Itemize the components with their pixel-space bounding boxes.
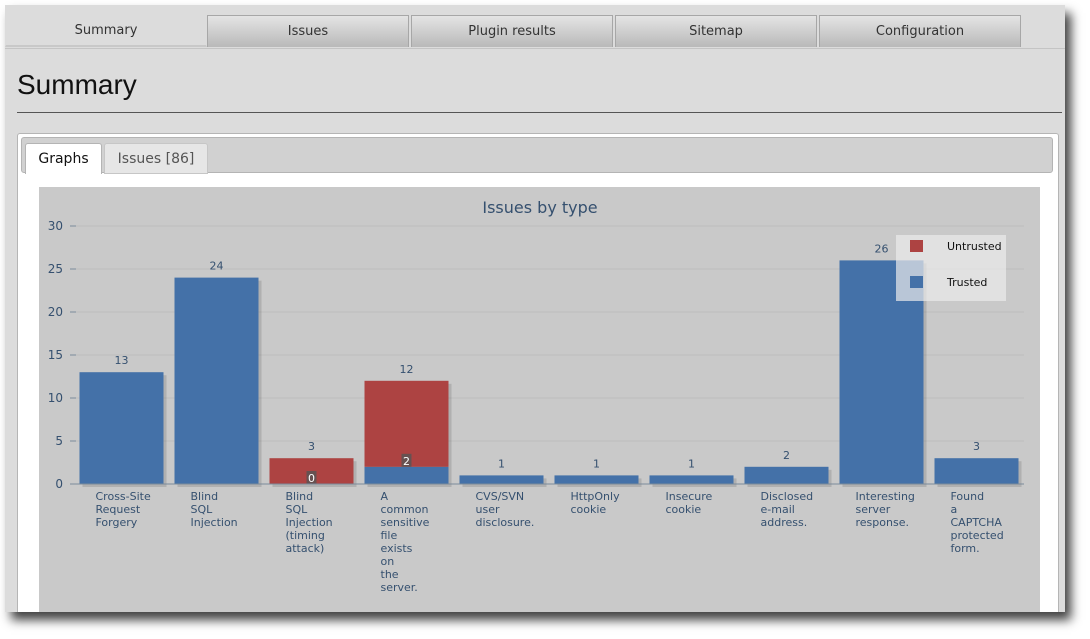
x-tick-label: CVS/SVN bbox=[476, 490, 525, 503]
x-tick-label: file bbox=[381, 529, 398, 542]
y-tick-label: 0 bbox=[55, 477, 63, 491]
legend-label-untrusted: Untrusted bbox=[947, 239, 1002, 253]
tab-issues[interactable]: Issues bbox=[207, 15, 409, 47]
x-tick-label: Blind bbox=[191, 490, 219, 503]
x-tick-label: user bbox=[476, 503, 500, 516]
x-tick-label: SQL bbox=[191, 503, 214, 516]
main-tab-bar: Summary Issues Plugin results Sitemap Co… bbox=[5, 5, 1065, 49]
x-tick-label: sensitive bbox=[381, 516, 430, 529]
x-tick-label: Blind bbox=[286, 490, 314, 503]
y-tick-label: 5 bbox=[55, 434, 63, 448]
legend-swatch-trusted bbox=[910, 276, 923, 288]
x-tick-label: e-mail bbox=[761, 503, 795, 516]
x-tick-label: A bbox=[381, 490, 389, 503]
x-tick-label: response. bbox=[856, 516, 909, 529]
x-tick-label: cookie bbox=[571, 503, 607, 516]
bar-total-label: 1 bbox=[688, 457, 695, 470]
chart-title: Issues by type bbox=[482, 198, 597, 217]
x-tick-label: attack) bbox=[286, 542, 325, 555]
bar-trusted bbox=[649, 475, 734, 484]
chart-svg: Issues by type05101520253013Cross-SiteRe… bbox=[48, 198, 1024, 594]
y-tick-label: 20 bbox=[48, 305, 63, 319]
title-divider bbox=[17, 112, 1062, 113]
bar-total-label: 3 bbox=[308, 440, 315, 453]
x-tick-label: (timing bbox=[286, 529, 325, 542]
y-tick-label: 25 bbox=[48, 262, 63, 276]
bar-total-label: 13 bbox=[115, 354, 129, 367]
x-tick-label: HttpOnly bbox=[571, 490, 621, 503]
bar-total-label: 3 bbox=[973, 440, 980, 453]
x-tick-label: protected bbox=[951, 529, 1004, 542]
y-tick-label: 10 bbox=[48, 391, 63, 405]
bar-total-label: 1 bbox=[593, 457, 600, 470]
x-tick-label: Forgery bbox=[96, 516, 138, 529]
bar-total-label: 24 bbox=[210, 260, 224, 273]
x-tick-label: exists bbox=[381, 542, 413, 555]
chart-legend: Untrusted Trusted bbox=[896, 235, 1006, 301]
x-tick-label: Disclosed bbox=[761, 490, 814, 503]
bar-trusted bbox=[364, 466, 449, 484]
bar-total-label: 2 bbox=[783, 449, 790, 462]
x-tick-label: server bbox=[856, 503, 891, 516]
x-tick-label: form. bbox=[951, 542, 980, 555]
x-tick-label: Interesting bbox=[856, 490, 915, 503]
bar-untrusted bbox=[364, 380, 449, 467]
y-tick-label: 15 bbox=[48, 348, 63, 362]
app-frame: Summary Issues Plugin results Sitemap Co… bbox=[5, 5, 1065, 612]
x-tick-label: common bbox=[381, 503, 429, 516]
inner-label-bg bbox=[306, 471, 317, 484]
bar-trusted bbox=[744, 466, 829, 484]
legend-label-trusted: Trusted bbox=[947, 275, 988, 289]
y-tick-label: 30 bbox=[48, 219, 63, 233]
x-tick-label: Found bbox=[951, 490, 985, 503]
bar-trusted bbox=[554, 475, 639, 484]
tab-summary[interactable]: Summary bbox=[5, 15, 207, 47]
bar-total-label: 26 bbox=[875, 242, 889, 255]
bar-total-label: 1 bbox=[498, 457, 505, 470]
x-tick-label: Request bbox=[96, 503, 141, 516]
bar-total-label: 12 bbox=[400, 363, 414, 376]
tab-configuration[interactable]: Configuration bbox=[819, 15, 1021, 47]
x-tick-label: on bbox=[381, 555, 395, 568]
bar-inner-label: 0 bbox=[308, 472, 315, 485]
summary-panel: Graphs Issues [86] Issues by type 0 5 10 15 2… bbox=[17, 133, 1059, 612]
bar-trusted bbox=[174, 277, 259, 484]
x-tick-label: SQL bbox=[286, 503, 309, 516]
legend-swatch-untrusted bbox=[910, 240, 923, 252]
x-tick-label: address. bbox=[761, 516, 808, 529]
x-tick-label: CAPTCHA bbox=[951, 516, 1003, 529]
tab-plugin-results[interactable]: Plugin results bbox=[411, 15, 613, 47]
x-tick-label: cookie bbox=[666, 503, 702, 516]
tab-bar-divider bbox=[5, 48, 1065, 49]
inner-label-bg bbox=[401, 453, 412, 467]
x-tick-label: the bbox=[381, 568, 399, 581]
bar-inner-label: 2 bbox=[403, 455, 410, 468]
x-tick-label: server. bbox=[381, 581, 418, 594]
page-title: Summary bbox=[17, 69, 137, 100]
tab-graphs[interactable]: Graphs bbox=[25, 143, 102, 174]
tab-sitemap[interactable]: Sitemap bbox=[615, 15, 817, 47]
x-tick-label: Injection bbox=[286, 516, 333, 529]
tab-issues-count[interactable]: Issues [86] bbox=[104, 143, 208, 174]
legend-item-untrusted[interactable]: Untrusted bbox=[910, 239, 1002, 253]
summary-subtab-bar: Graphs Issues [86] bbox=[21, 137, 1053, 174]
bar-trusted bbox=[459, 475, 544, 484]
x-tick-label: Cross-Site bbox=[96, 490, 151, 503]
bar-trusted bbox=[934, 458, 1019, 484]
issues-by-type-chart: Issues by type 0 5 10 15 20 25 30 13 Cross-Site Re… bbox=[39, 187, 1040, 612]
x-tick-label: Injection bbox=[191, 516, 238, 529]
x-tick-label: Insecure bbox=[666, 490, 713, 503]
x-tick-label: a bbox=[951, 503, 958, 516]
legend-item-trusted[interactable]: Trusted bbox=[910, 275, 987, 289]
bar-trusted bbox=[79, 372, 164, 484]
x-tick-label: disclosure. bbox=[476, 516, 535, 529]
